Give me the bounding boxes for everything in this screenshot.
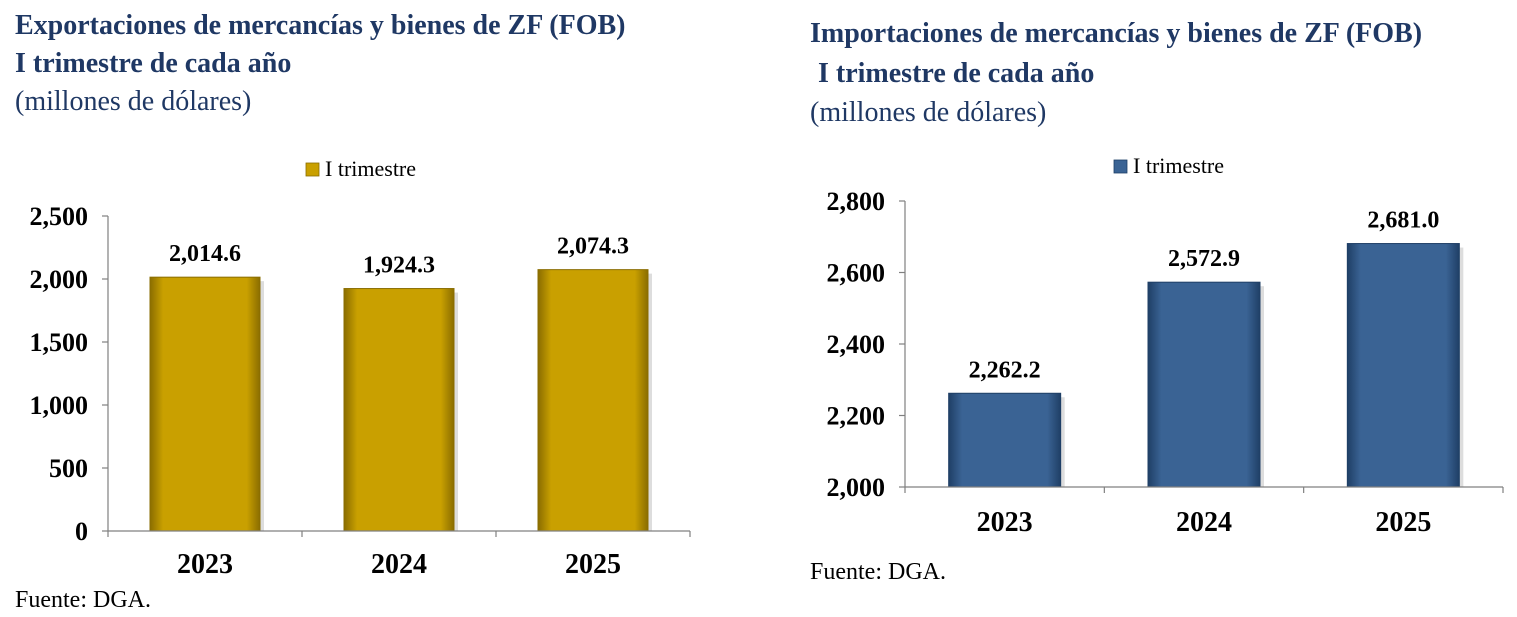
y-tick-label: 1,000 <box>30 391 89 420</box>
data-label-2025: 2,681.0 <box>1367 208 1439 234</box>
exports-bar-chart: I trimestre 2,014.6 2023 1,924.3 2024 2,074.3… <box>30 156 691 580</box>
bar-2023 <box>948 392 1062 488</box>
chart-title-line2: I trimestre de cada año <box>818 58 1095 89</box>
chart-title-line1: Importaciones de mercancías y bienes de … <box>810 18 1423 49</box>
chart-units: (millones de dólares) <box>15 86 252 117</box>
y-tick-label: 0 <box>75 517 88 546</box>
x-tick-label-2025: 2025 <box>565 549 621 580</box>
imports-bar-chart: I trimestre 2,262.2 2023 2,572.9 2024 2,681.0… <box>827 153 1504 538</box>
y-tick-label: 2,500 <box>30 202 89 231</box>
y-tick-label: 2,400 <box>827 330 886 359</box>
data-label-2023: 2,262.2 <box>969 357 1041 383</box>
y-tick-label: 2,000 <box>30 265 89 294</box>
x-tick-label-2024: 2024 <box>1176 507 1232 538</box>
legend-swatch <box>1113 159 1128 174</box>
y-tick-label: 2,800 <box>827 187 886 216</box>
chart-title-line2: I trimestre de cada año <box>15 48 292 79</box>
data-label-2025: 2,074.3 <box>557 234 629 260</box>
x-tick-label-2025: 2025 <box>1375 507 1431 538</box>
y-tick-label: 2,000 <box>827 473 886 502</box>
chart-source: Fuente: DGA. <box>15 587 151 613</box>
data-label-2024: 1,924.3 <box>363 253 435 279</box>
x-tick-label-2023: 2023 <box>977 507 1033 538</box>
data-label-2023: 2,014.6 <box>169 241 241 267</box>
y-tick-label: 2,200 <box>827 402 886 431</box>
legend-swatch <box>305 162 320 177</box>
bar-2025 <box>537 269 649 532</box>
chart-units: (millones de dólares) <box>810 97 1047 128</box>
x-tick-label-2023: 2023 <box>177 549 233 580</box>
bar-2024 <box>1147 281 1261 488</box>
imports-chart-panel: Importaciones de mercancías y bienes de … <box>800 0 1517 617</box>
bar-2025 <box>1346 243 1460 488</box>
chart-title-line1: Exportaciones de mercancías y bienes de … <box>15 10 626 41</box>
bar-2023 <box>149 276 261 532</box>
y-tick-label: 1,500 <box>30 328 89 357</box>
bar-2024 <box>343 288 455 532</box>
data-label-2024: 2,572.9 <box>1168 246 1240 272</box>
y-tick-label: 500 <box>49 454 88 483</box>
legend-label: I trimestre <box>325 156 416 181</box>
chart-source: Fuente: DGA. <box>810 559 946 585</box>
legend-label: I trimestre <box>1133 153 1224 178</box>
y-tick-label: 2,600 <box>827 259 886 288</box>
exports-chart-panel: Exportaciones de mercancías y bienes de … <box>15 10 691 613</box>
x-tick-label-2024: 2024 <box>371 549 427 580</box>
